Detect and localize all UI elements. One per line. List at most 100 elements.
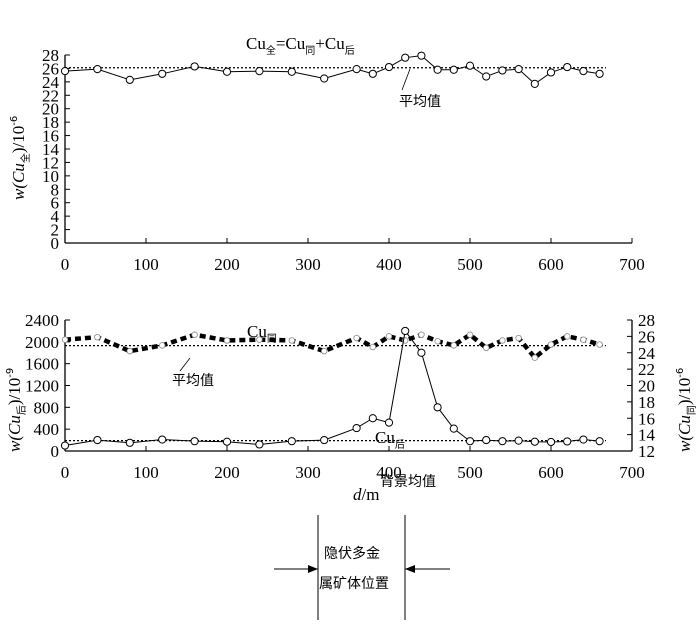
cu-tong-data-point: [126, 347, 133, 355]
cu-hou-data-point: [433, 403, 442, 412]
top-y-tick-label: 22: [42, 86, 59, 105]
cu-tong-series-points: [61, 331, 603, 361]
top-x-tick-label: 500: [457, 255, 483, 274]
cu-tong-data-point: [288, 337, 295, 344]
top-data-point: [255, 67, 264, 76]
top-y-tick-label: 26: [42, 59, 59, 78]
top-y-tick-label: 4: [51, 207, 60, 226]
cu-tong-data-point: [596, 341, 603, 348]
ore-left-arrowhead: [308, 565, 318, 573]
bottom-left-y-tick-label: 1600: [25, 355, 59, 374]
bottom-x-tick-label: 700: [619, 463, 645, 482]
top-x-tick-label: 600: [538, 255, 564, 274]
top-data-point: [125, 75, 134, 84]
cu-tong-data-point: [580, 336, 587, 343]
top-data-point: [579, 67, 588, 76]
top-y-tick-label: 0: [51, 234, 60, 253]
bottom-right-y-tick-label: 18: [638, 393, 655, 412]
bottom-x-tick-label: 500: [457, 463, 483, 482]
cu-hou-data-point: [449, 424, 458, 433]
cu-tong-data-point: [158, 342, 166, 349]
top-data-point: [320, 74, 329, 83]
cu-hou-data-point: [498, 437, 507, 446]
top-y-tick-label: 12: [42, 153, 59, 172]
top-data-point: [563, 62, 572, 72]
cu-hou-data-point: [368, 414, 377, 423]
top-data-point: [158, 69, 167, 78]
top-data-point: [287, 67, 296, 76]
cu-tong-data-point: [61, 336, 69, 343]
bottom-right-y-tick-label: 16: [638, 409, 655, 428]
top-data-point: [93, 65, 102, 74]
top-mean-label: 平均值: [399, 94, 441, 110]
cu-tong-data-point: [191, 331, 198, 338]
top-data-point: [433, 65, 442, 74]
cu-tong-label: Cu同: [247, 322, 277, 345]
cu-hou-data-point: [125, 438, 134, 447]
bottom-left-y-tick-label: 0: [51, 442, 60, 461]
top-data-point: [190, 62, 199, 71]
top-y-tick-label: 6: [51, 194, 60, 213]
bottom-right-y-tick-label: 20: [638, 377, 655, 396]
cu-tong-data-point: [418, 331, 425, 338]
ore-body-marker: 隐伏多金 属矿体位置: [274, 515, 450, 620]
bottom-right-y-tick-label: 14: [638, 426, 656, 445]
top-data-point: [222, 67, 232, 76]
cu-tong-data-point: [531, 354, 538, 361]
bottom-left-y-ticks: 0 400 800 1200 1600 2000 2400: [25, 311, 70, 461]
cu-hou-data-point: [320, 435, 329, 445]
cu-hou-data-point: [401, 326, 410, 336]
cu-tong-data-point: [547, 341, 555, 348]
top-data-point: [482, 72, 491, 81]
ore-label-line2: 属矿体位置: [319, 576, 389, 592]
background-mean-label: 背景均值: [380, 474, 436, 490]
bottom-left-y-tick-label: 800: [34, 398, 60, 417]
bottom-mean-pointer: [179, 357, 191, 372]
top-x-tick-label: 200: [214, 255, 240, 274]
top-x-tick-label: 100: [133, 255, 159, 274]
cu-hou-series-points: [60, 326, 604, 450]
cu-hou-data-point: [546, 437, 556, 447]
cu-hou-data-point: [222, 437, 232, 446]
cu-tong-data-point: [434, 338, 441, 345]
bottom-right-y-label: w(Cu同)/10-6: [675, 368, 698, 452]
top-mean-pointer: [401, 68, 411, 91]
ore-right-arrowhead: [405, 565, 415, 573]
ore-label-line1: 隐伏多金: [324, 545, 380, 562]
cu-hou-data-point: [482, 435, 491, 445]
cu-tong-data-point: [564, 333, 571, 340]
cu-tong-data-point: [223, 337, 231, 344]
cu-hou-label: Cu后: [375, 428, 405, 451]
bottom-x-tick-label: 300: [295, 463, 321, 482]
top-y-tick-label: 8: [51, 180, 60, 199]
top-data-point: [368, 69, 377, 78]
top-data-point: [465, 61, 475, 70]
cu-hou-data-point: [514, 436, 523, 445]
cu-hou-data-point: [417, 348, 426, 357]
top-y-tick-label: 20: [42, 100, 59, 119]
top-data-point: [546, 68, 556, 77]
top-data-point: [595, 69, 604, 78]
bottom-left-y-tick-label: 2400: [25, 311, 59, 330]
top-y-tick-label: 10: [42, 167, 59, 186]
top-title: Cu全=Cu同+Cu后: [246, 34, 355, 57]
top-data-point: [530, 79, 539, 88]
top-y-label: w(Cu全)/10-6: [9, 116, 32, 200]
top-data-point: [352, 65, 361, 74]
bottom-x-tick-label: 0: [61, 463, 70, 482]
bottom-left-y-tick-label: 1200: [25, 377, 59, 396]
top-data-point: [417, 51, 426, 60]
top-data-point: [60, 67, 70, 76]
top-y-tick-label: 28: [42, 46, 59, 65]
top-x-tick-label: 700: [619, 255, 645, 274]
bottom-right-y-tick-label: 28: [638, 311, 655, 330]
cu-hou-data-point: [255, 440, 264, 449]
top-y-tick-label: 18: [42, 113, 59, 132]
cu-tong-data-point: [466, 331, 474, 338]
bottom-left-y-tick-label: 400: [34, 420, 60, 439]
top-y-tick-label: 16: [42, 127, 59, 146]
cu-tong-data-point: [385, 333, 393, 340]
bottom-x-tick-label: 100: [133, 463, 159, 482]
